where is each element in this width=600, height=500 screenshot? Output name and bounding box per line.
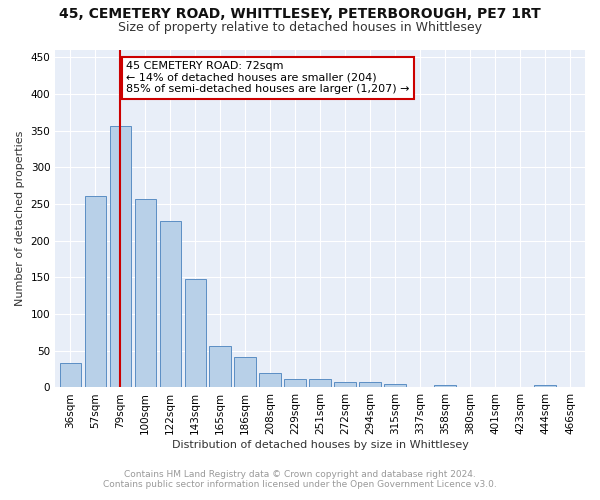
Text: 45, CEMETERY ROAD, WHITTLESEY, PETERBOROUGH, PE7 1RT: 45, CEMETERY ROAD, WHITTLESEY, PETERBORO… (59, 8, 541, 22)
Text: Contains HM Land Registry data © Crown copyright and database right 2024.
Contai: Contains HM Land Registry data © Crown c… (103, 470, 497, 489)
Bar (434, 384, 455, 388)
Bar (310, 380, 331, 388)
Bar (134, 199, 156, 388)
Bar (334, 382, 356, 388)
Bar (160, 221, 181, 388)
Bar (185, 279, 206, 388)
Bar (385, 384, 406, 388)
Bar (535, 384, 556, 388)
Bar (359, 382, 380, 388)
Y-axis label: Number of detached properties: Number of detached properties (15, 131, 25, 306)
Bar (59, 363, 81, 388)
Bar (110, 126, 131, 388)
X-axis label: Distribution of detached houses by size in Whittlesey: Distribution of detached houses by size … (172, 440, 469, 450)
Bar (209, 346, 231, 388)
Bar (259, 373, 281, 388)
Text: Size of property relative to detached houses in Whittlesey: Size of property relative to detached ho… (118, 21, 482, 34)
Text: 45 CEMETERY ROAD: 72sqm
← 14% of detached houses are smaller (204)
85% of semi-d: 45 CEMETERY ROAD: 72sqm ← 14% of detache… (127, 61, 410, 94)
Bar (235, 356, 256, 388)
Bar (85, 196, 106, 388)
Bar (284, 380, 306, 388)
